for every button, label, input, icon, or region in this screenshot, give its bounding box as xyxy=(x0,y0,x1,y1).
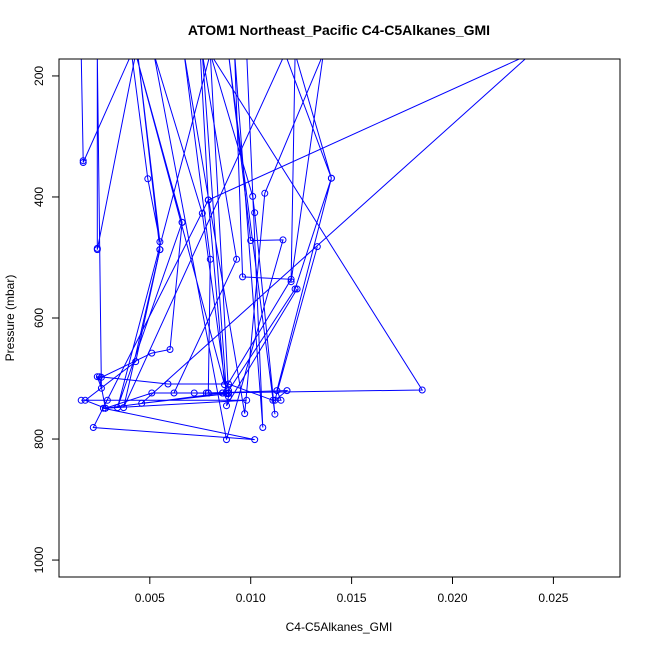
x-tick-label: 0.015 xyxy=(337,591,367,605)
x-axis-label: C4-C5Alkanes_GMI xyxy=(286,620,393,634)
y-tick-label: 400 xyxy=(32,187,46,207)
plot-frame xyxy=(58,58,621,578)
data-point xyxy=(97,384,105,392)
data-point xyxy=(261,189,269,197)
data-point xyxy=(279,236,287,244)
data-point xyxy=(277,396,285,404)
data-point xyxy=(418,386,426,394)
data-point xyxy=(287,275,295,283)
data-point xyxy=(178,218,186,226)
data-point xyxy=(219,389,226,397)
data-point xyxy=(77,396,85,404)
x-tick-label: 0.005 xyxy=(135,591,165,605)
y-axis-label: Pressure (mbar) xyxy=(3,275,17,362)
data-point xyxy=(89,424,97,431)
y-tick-label: 800 xyxy=(32,429,46,449)
data-point xyxy=(327,174,335,182)
data-point xyxy=(225,393,232,401)
data-point xyxy=(251,436,259,444)
data-point xyxy=(156,238,164,246)
data-point xyxy=(93,244,101,252)
data-point xyxy=(170,389,178,397)
data-point xyxy=(79,159,87,166)
data-point xyxy=(283,387,291,395)
data-point xyxy=(138,399,146,407)
data-point xyxy=(132,358,140,366)
data-point xyxy=(164,380,172,388)
data-point xyxy=(221,381,228,389)
data-point xyxy=(313,243,321,251)
data-point xyxy=(204,196,212,204)
x-tick-label: 0.010 xyxy=(236,591,266,605)
data-point xyxy=(101,404,109,412)
data-point xyxy=(233,255,241,263)
data-point xyxy=(247,237,255,244)
x-axis: 0.005 0.010 0.015 0.020 0.025 xyxy=(135,576,569,605)
data-point xyxy=(273,387,281,395)
data-point xyxy=(206,255,214,263)
data-point xyxy=(81,396,89,404)
data-point xyxy=(259,424,267,431)
data-point xyxy=(93,373,101,381)
y-tick-label: 1000 xyxy=(32,546,46,573)
data-point xyxy=(251,209,259,217)
data-point xyxy=(148,349,156,357)
data-point xyxy=(204,389,212,397)
series-line-1 xyxy=(80,59,332,440)
data-point xyxy=(249,192,257,200)
data-point xyxy=(148,389,156,397)
y-axis: 200 400 600 800 1000 xyxy=(32,66,59,573)
data-point xyxy=(114,404,121,412)
data-point xyxy=(95,373,103,381)
data-point xyxy=(223,402,230,410)
data-point xyxy=(190,389,198,397)
data-point xyxy=(99,404,107,412)
x-tick-label: 0.020 xyxy=(437,591,467,605)
data-point xyxy=(269,396,277,404)
data-point xyxy=(271,410,279,418)
series-line-3 xyxy=(98,178,332,409)
data-point xyxy=(156,246,164,254)
data-point xyxy=(166,346,174,353)
data-point xyxy=(223,436,230,444)
data-point xyxy=(198,209,206,217)
data-point xyxy=(291,285,299,293)
x-tick-label: 0.025 xyxy=(538,591,568,605)
data-point xyxy=(239,273,247,281)
data-point xyxy=(293,285,301,293)
data-point xyxy=(103,396,111,404)
data-point xyxy=(287,278,295,286)
chart-title: ATOM1 Northeast_Pacific C4-C5Alkanes_GMI xyxy=(188,22,490,38)
plot-area xyxy=(77,59,526,444)
data-point xyxy=(202,389,210,397)
data-point xyxy=(243,396,251,404)
y-tick-label: 200 xyxy=(32,66,46,86)
y-tick-label: 600 xyxy=(32,308,46,328)
data-point xyxy=(225,380,232,388)
data-point xyxy=(144,175,152,183)
data-point xyxy=(241,410,249,418)
